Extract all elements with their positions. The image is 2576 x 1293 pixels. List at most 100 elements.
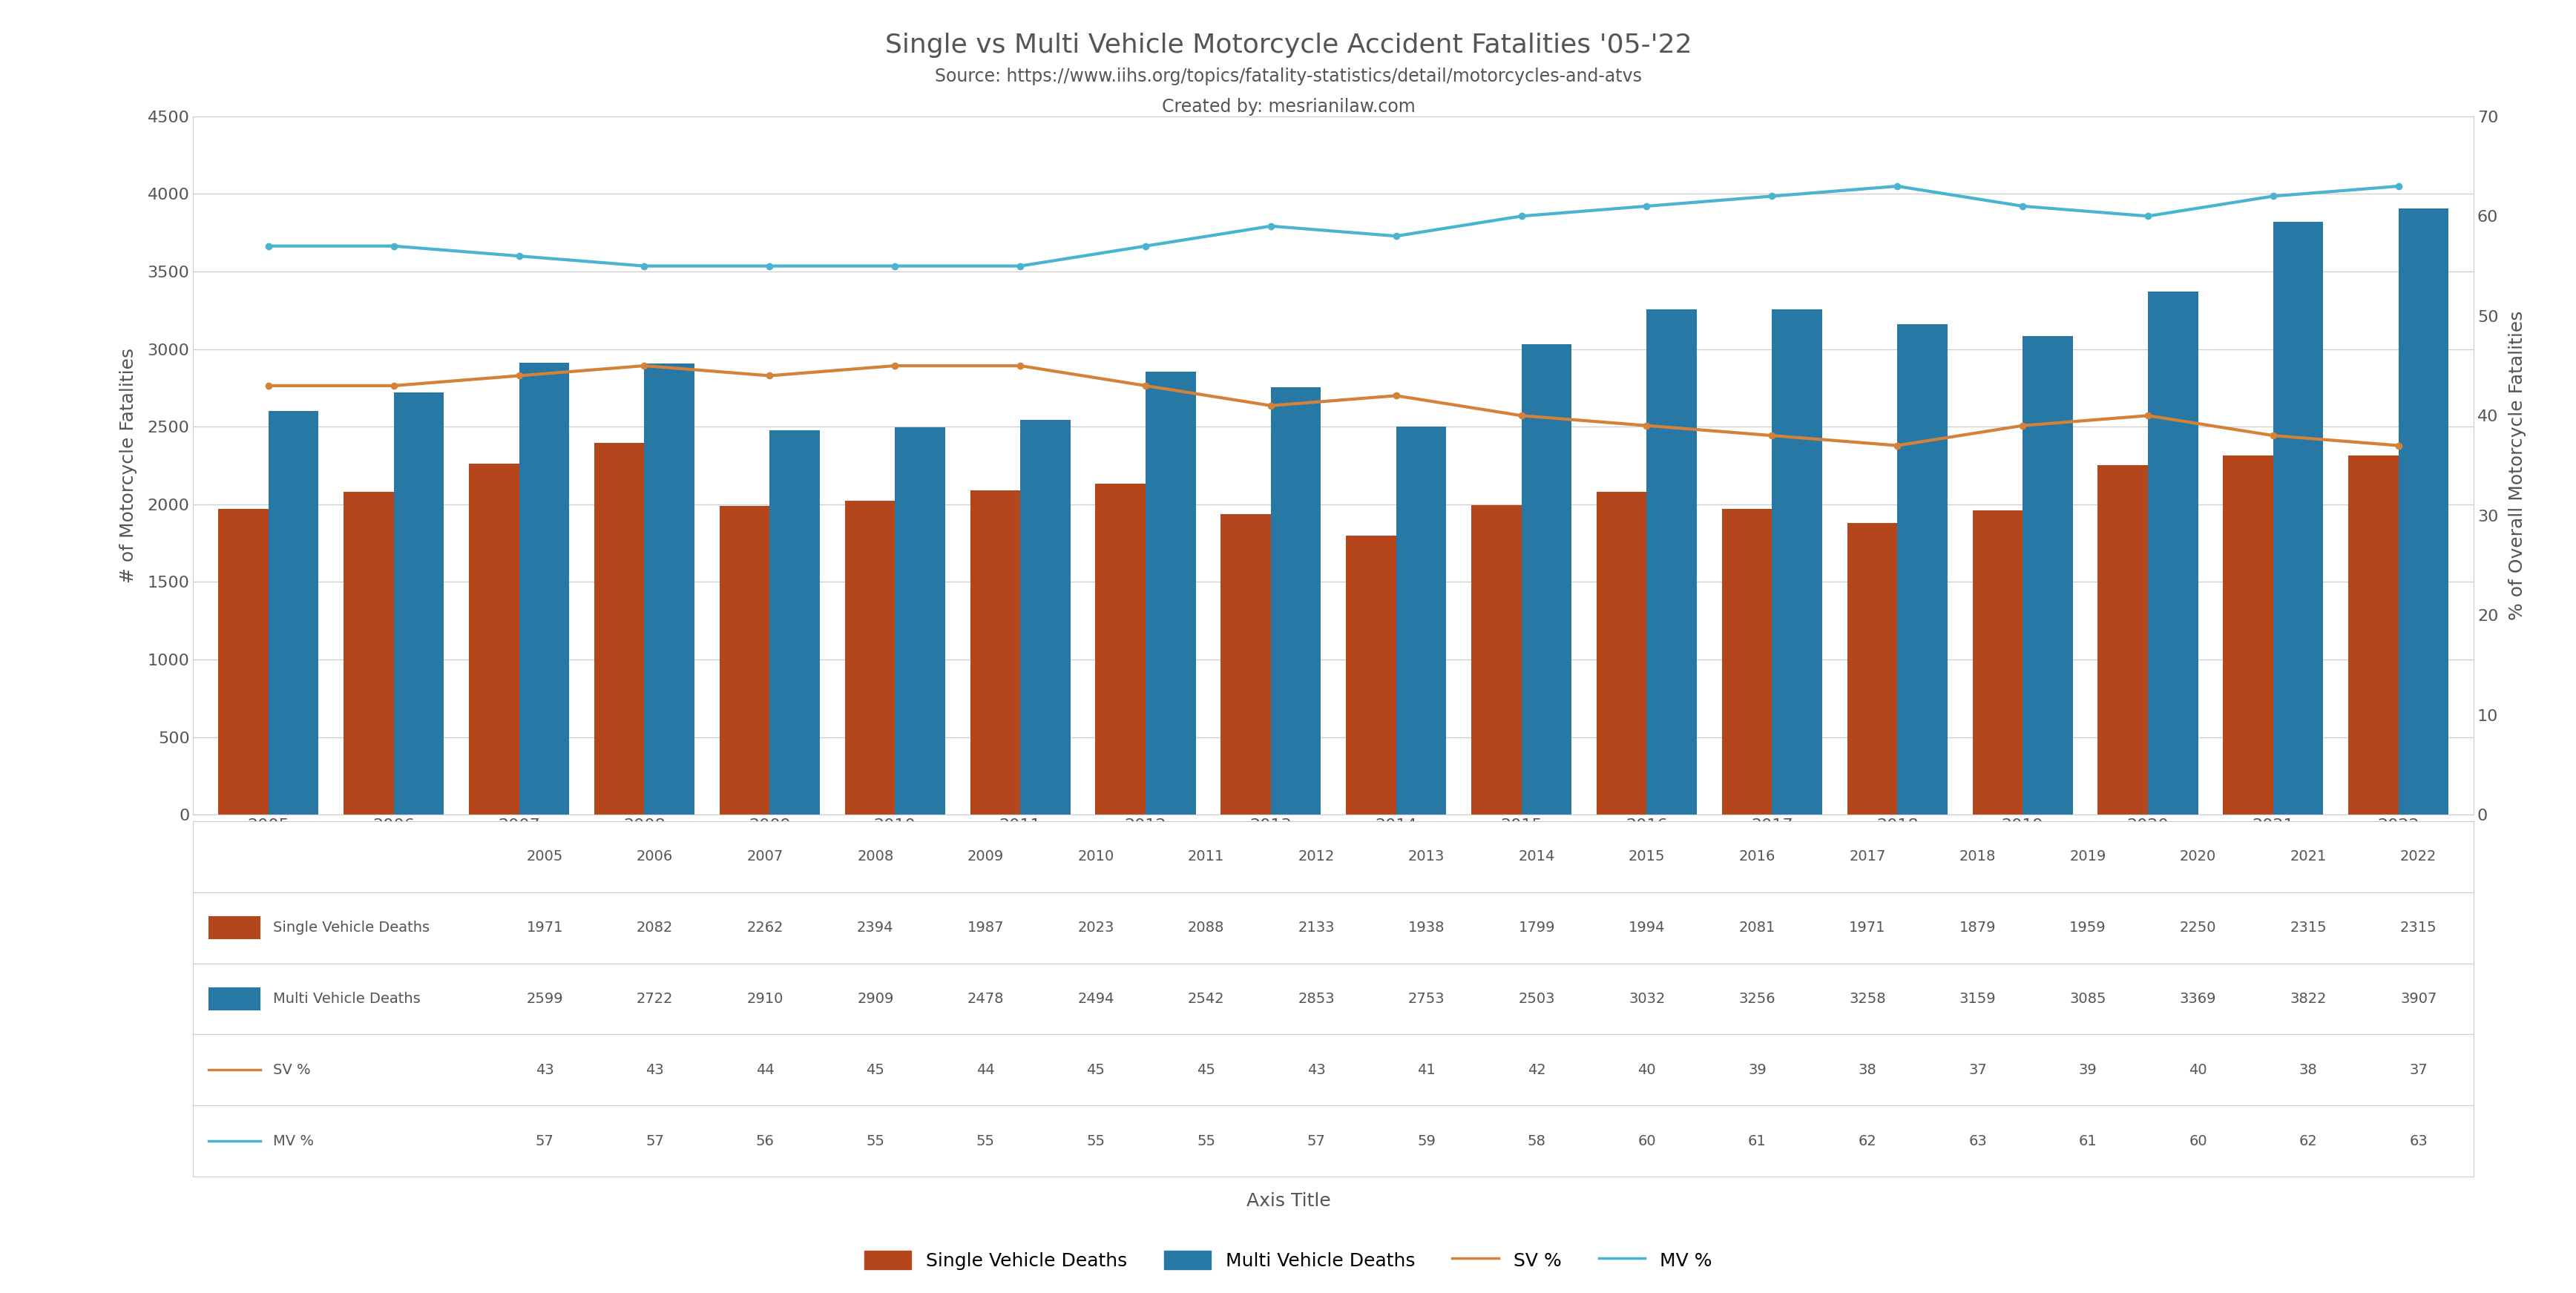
Text: 63: 63 bbox=[2409, 1134, 2427, 1148]
Text: 60: 60 bbox=[2190, 1134, 2208, 1148]
Text: 2019: 2019 bbox=[2069, 850, 2105, 864]
Text: 38: 38 bbox=[1857, 1063, 1875, 1077]
SV % bbox=[1631, 418, 1662, 433]
Bar bbox=[1095, 484, 1146, 815]
Bar bbox=[1896, 325, 1947, 815]
Y-axis label: % of Overall Motorcycle Fatalities: % of Overall Motorcycle Fatalities bbox=[2509, 310, 2527, 621]
Text: 2023: 2023 bbox=[1077, 921, 1113, 935]
Text: 39: 39 bbox=[1747, 1063, 1767, 1077]
Bar bbox=[469, 464, 518, 815]
Text: 1987: 1987 bbox=[966, 921, 1005, 935]
MV % bbox=[2257, 189, 2287, 204]
Text: 55: 55 bbox=[1087, 1134, 1105, 1148]
Text: MV %: MV % bbox=[273, 1134, 314, 1148]
MV % bbox=[1880, 178, 1911, 194]
Text: 61: 61 bbox=[2079, 1134, 2097, 1148]
Text: 58: 58 bbox=[1528, 1134, 1546, 1148]
Text: 3822: 3822 bbox=[2290, 992, 2326, 1006]
Bar bbox=[343, 491, 394, 815]
Bar bbox=[1270, 388, 1321, 815]
Text: 3907: 3907 bbox=[2401, 992, 2437, 1006]
SV % bbox=[878, 358, 909, 374]
SV % bbox=[1005, 358, 1036, 374]
Text: 2503: 2503 bbox=[1517, 992, 1556, 1006]
Text: Single vs Multi Vehicle Motorcycle Accident Fatalities '05-'22: Single vs Multi Vehicle Motorcycle Accid… bbox=[884, 32, 1692, 58]
Bar bbox=[1020, 420, 1069, 815]
Bar bbox=[1721, 508, 1772, 815]
Text: 61: 61 bbox=[1747, 1134, 1767, 1148]
Text: 44: 44 bbox=[976, 1063, 994, 1077]
Bar bbox=[1847, 524, 1896, 815]
Text: 38: 38 bbox=[2298, 1063, 2316, 1077]
SV % bbox=[2257, 428, 2287, 443]
Text: 45: 45 bbox=[1195, 1063, 1216, 1077]
Text: 2909: 2909 bbox=[858, 992, 894, 1006]
Text: 2753: 2753 bbox=[1406, 992, 1445, 1006]
MV % bbox=[2383, 178, 2414, 194]
Text: 3032: 3032 bbox=[1628, 992, 1664, 1006]
Text: 45: 45 bbox=[866, 1063, 884, 1077]
Text: Multi Vehicle Deaths: Multi Vehicle Deaths bbox=[273, 992, 420, 1006]
Text: 62: 62 bbox=[2298, 1134, 2316, 1148]
Text: 40: 40 bbox=[2190, 1063, 2208, 1077]
Bar bbox=[518, 363, 569, 815]
Bar bbox=[2398, 208, 2447, 815]
Text: 45: 45 bbox=[1087, 1063, 1105, 1077]
Text: 62: 62 bbox=[1857, 1134, 1875, 1148]
Text: 37: 37 bbox=[1968, 1063, 1986, 1077]
Bar bbox=[1396, 427, 1445, 815]
Bar bbox=[595, 443, 644, 815]
Text: 2012: 2012 bbox=[1298, 850, 1334, 864]
SV % bbox=[629, 358, 659, 374]
SV % bbox=[1504, 407, 1535, 423]
Text: 2021: 2021 bbox=[2290, 850, 2326, 864]
Text: Axis Title: Axis Title bbox=[1247, 1192, 1329, 1210]
SV % bbox=[2133, 407, 2164, 423]
Bar bbox=[1471, 506, 1520, 815]
Bar bbox=[845, 500, 894, 815]
Text: 57: 57 bbox=[1306, 1134, 1324, 1148]
MV % bbox=[629, 259, 659, 274]
Text: 2088: 2088 bbox=[1188, 921, 1224, 935]
Text: 2007: 2007 bbox=[747, 850, 783, 864]
Text: 2022: 2022 bbox=[2401, 850, 2437, 864]
Bar bbox=[2347, 455, 2398, 815]
Bar bbox=[219, 508, 268, 815]
Bar bbox=[2223, 455, 2272, 815]
Text: 1938: 1938 bbox=[1406, 921, 1445, 935]
Bar bbox=[1597, 491, 1646, 815]
Text: 56: 56 bbox=[755, 1134, 775, 1148]
MV % bbox=[2133, 208, 2164, 224]
Text: 2014: 2014 bbox=[1517, 850, 1553, 864]
SV % bbox=[1757, 428, 1788, 443]
SV % bbox=[755, 369, 786, 384]
Bar bbox=[2148, 292, 2197, 815]
SV % bbox=[379, 378, 410, 393]
Text: 43: 43 bbox=[1306, 1063, 1324, 1077]
Text: 41: 41 bbox=[1417, 1063, 1435, 1077]
Text: 2853: 2853 bbox=[1298, 992, 1334, 1006]
SV % bbox=[1880, 438, 1911, 454]
Legend: Single Vehicle Deaths, Multi Vehicle Deaths, SV %, MV %: Single Vehicle Deaths, Multi Vehicle Dea… bbox=[858, 1243, 1718, 1277]
Text: 3085: 3085 bbox=[2069, 992, 2105, 1006]
Text: 2018: 2018 bbox=[1958, 850, 1996, 864]
Bar bbox=[1345, 535, 1396, 815]
Bar bbox=[2272, 221, 2324, 815]
Text: 57: 57 bbox=[647, 1134, 665, 1148]
Text: 2013: 2013 bbox=[1409, 850, 1445, 864]
Text: 2081: 2081 bbox=[1739, 921, 1775, 935]
Text: 1799: 1799 bbox=[1517, 921, 1556, 935]
Text: 2478: 2478 bbox=[966, 992, 1005, 1006]
Text: 2082: 2082 bbox=[636, 921, 672, 935]
Text: 3159: 3159 bbox=[1958, 992, 1996, 1006]
Text: 2599: 2599 bbox=[526, 992, 564, 1006]
Text: 2910: 2910 bbox=[747, 992, 783, 1006]
Bar bbox=[969, 490, 1020, 815]
MV % bbox=[1131, 238, 1162, 253]
Text: 55: 55 bbox=[1195, 1134, 1216, 1148]
Text: 2005: 2005 bbox=[526, 850, 562, 864]
MV % bbox=[1005, 259, 1036, 274]
MV % bbox=[379, 238, 410, 253]
Text: 2133: 2133 bbox=[1298, 921, 1334, 935]
Text: 1971: 1971 bbox=[526, 921, 564, 935]
